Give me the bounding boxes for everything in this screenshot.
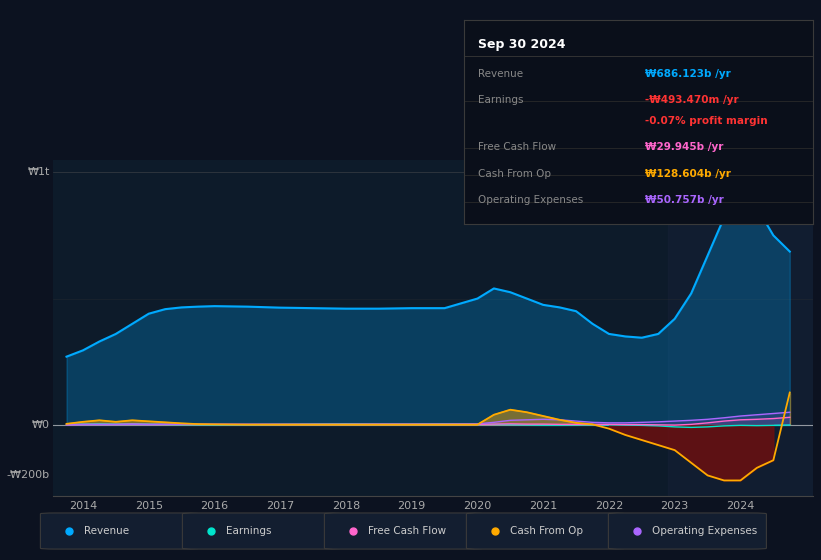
Text: ₩1t: ₩1t bbox=[27, 167, 49, 177]
Text: Sep 30 2024: Sep 30 2024 bbox=[478, 38, 566, 51]
FancyBboxPatch shape bbox=[182, 513, 341, 549]
Text: -₩200b: -₩200b bbox=[7, 470, 49, 480]
Text: Operating Expenses: Operating Expenses bbox=[478, 195, 583, 206]
Text: Revenue: Revenue bbox=[85, 526, 130, 535]
Text: Cash From Op: Cash From Op bbox=[478, 169, 551, 179]
Text: Earnings: Earnings bbox=[478, 95, 523, 105]
Text: -0.07% profit margin: -0.07% profit margin bbox=[645, 116, 768, 125]
Text: Free Cash Flow: Free Cash Flow bbox=[478, 142, 556, 152]
Text: Operating Expenses: Operating Expenses bbox=[652, 526, 758, 535]
Text: ₩29.945b /yr: ₩29.945b /yr bbox=[645, 142, 723, 152]
FancyBboxPatch shape bbox=[324, 513, 483, 549]
Text: ₩128.604b /yr: ₩128.604b /yr bbox=[645, 169, 732, 179]
Text: Free Cash Flow: Free Cash Flow bbox=[368, 526, 447, 535]
FancyBboxPatch shape bbox=[608, 513, 767, 549]
Text: -₩493.470m /yr: -₩493.470m /yr bbox=[645, 95, 739, 105]
Text: Earnings: Earnings bbox=[227, 526, 272, 535]
Text: ₩50.757b /yr: ₩50.757b /yr bbox=[645, 195, 724, 206]
Text: ₩0: ₩0 bbox=[31, 420, 49, 430]
Text: Cash From Op: Cash From Op bbox=[510, 526, 583, 535]
FancyBboxPatch shape bbox=[40, 513, 199, 549]
Bar bbox=[668, 160, 813, 496]
Text: Revenue: Revenue bbox=[478, 69, 523, 78]
FancyBboxPatch shape bbox=[466, 513, 625, 549]
Text: ₩686.123b /yr: ₩686.123b /yr bbox=[645, 69, 731, 78]
